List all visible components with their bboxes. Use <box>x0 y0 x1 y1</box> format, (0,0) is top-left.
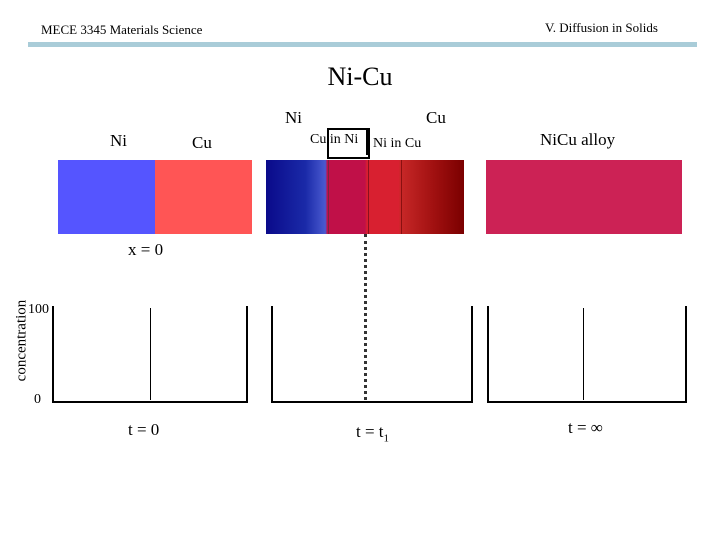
label-ni-initial: Ni <box>110 131 127 150</box>
label-ni-in-cu: Ni in Cu <box>373 136 422 151</box>
plot-initial-interface-line <box>150 308 151 400</box>
position-label: x = 0 <box>128 240 164 259</box>
label-cu-intermediate: Cu <box>426 108 446 127</box>
chapter-title: V. Diffusion in Solids <box>545 20 658 35</box>
plot-intermediate-axes <box>271 306 473 403</box>
cu-block <box>155 160 252 234</box>
label-alloy: NiCu alloy <box>540 130 616 149</box>
label-cu-initial: Cu <box>192 133 212 152</box>
plot-final-axes <box>487 306 687 403</box>
label-cu-in-ni: Cu in Ni <box>310 132 359 147</box>
interface-marker <box>366 128 369 155</box>
interface-box-left <box>327 128 370 159</box>
alloy-block <box>486 160 682 234</box>
ni-block <box>58 160 155 234</box>
time-label-intermediate: t = t1 <box>356 422 390 445</box>
concentration-axis-label: concentration <box>13 299 30 382</box>
label-ni-intermediate: Ni <box>285 108 302 127</box>
divider-cu-in-ni <box>328 160 329 234</box>
plot-initial-axes <box>52 306 248 403</box>
time-label-final: t = ∞ <box>568 418 603 437</box>
divider-ni-in-cu <box>368 160 369 234</box>
course-name: MECE 3345 Materials Science <box>41 22 203 37</box>
ymax-label: 100 <box>28 302 49 317</box>
divider-deep <box>401 160 402 234</box>
time-label-initial: t = 0 <box>128 420 160 439</box>
diffusion-couple-block <box>266 160 464 234</box>
ymin-label: 0 <box>34 392 41 407</box>
plot-final-center-line <box>583 308 584 400</box>
slide-title: Ni-Cu <box>327 62 393 91</box>
interface-dotted-line <box>364 234 367 400</box>
header-divider <box>28 42 697 47</box>
